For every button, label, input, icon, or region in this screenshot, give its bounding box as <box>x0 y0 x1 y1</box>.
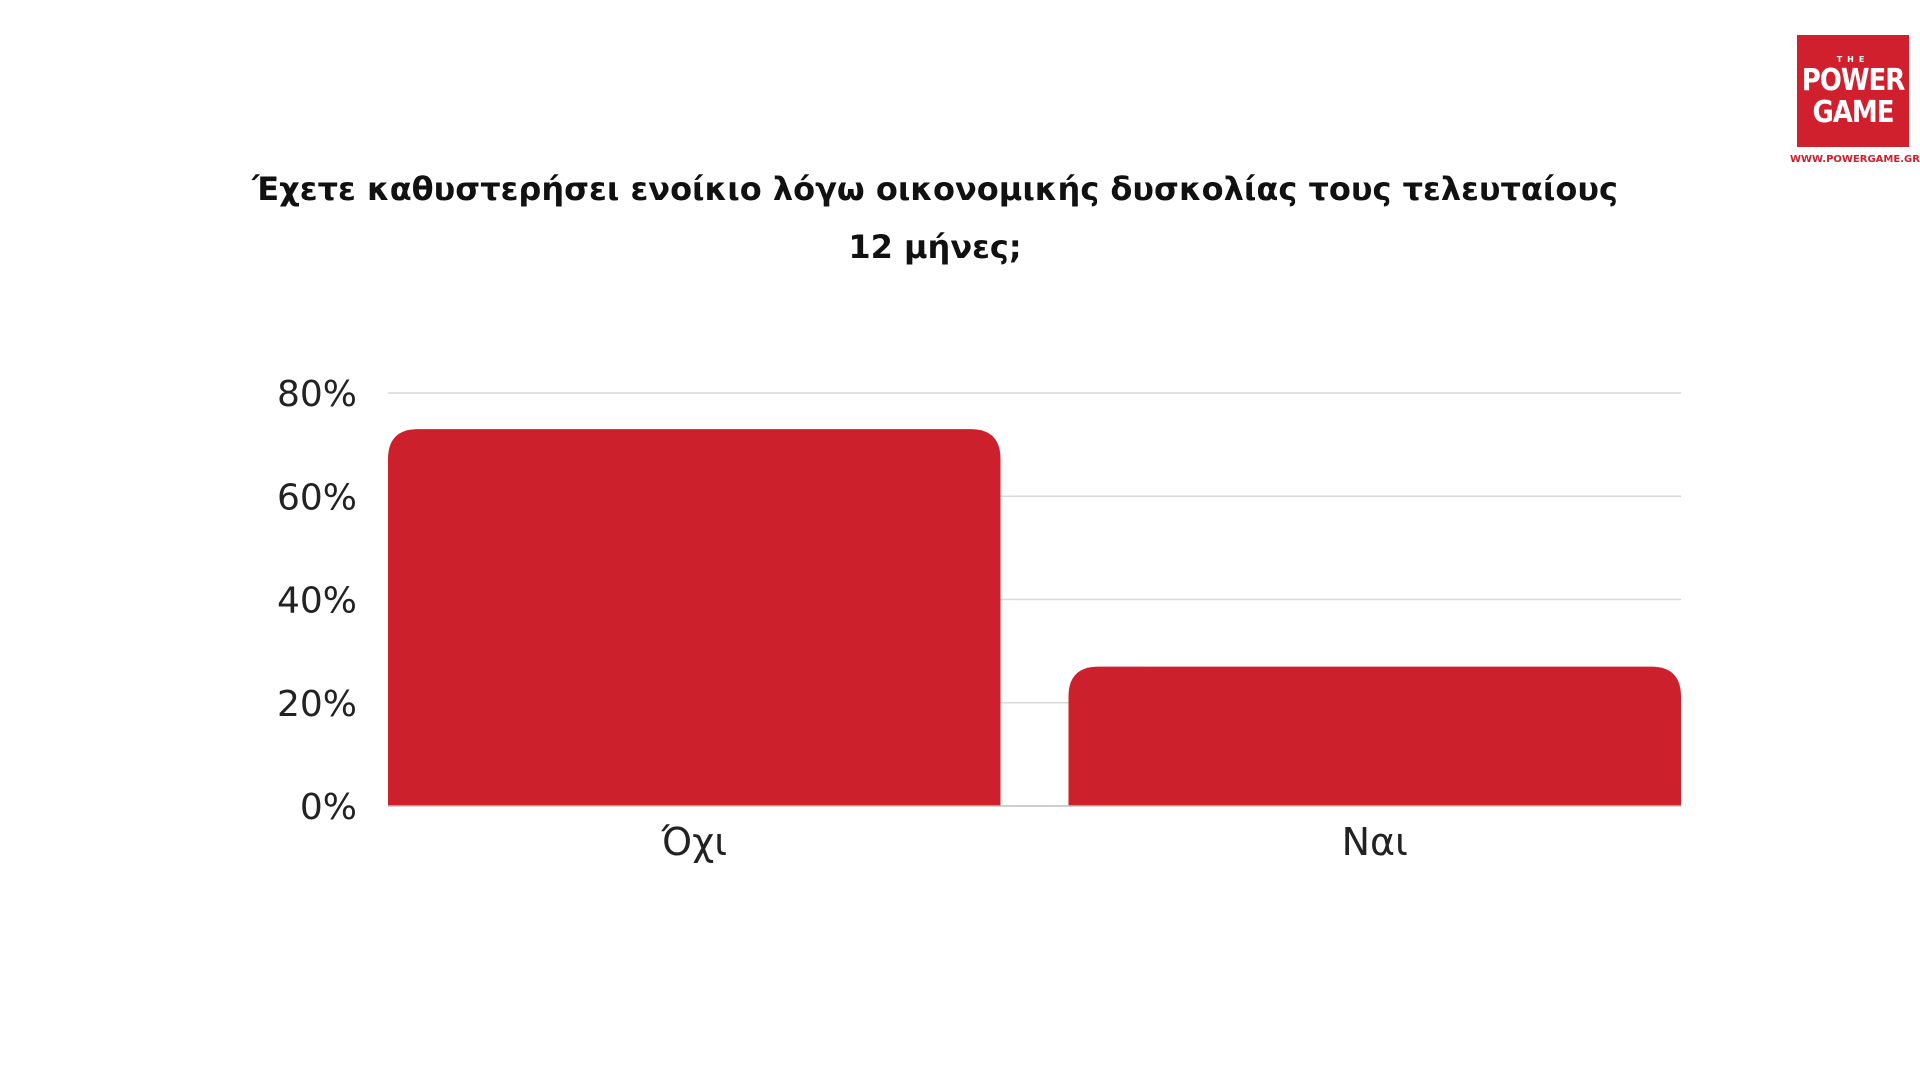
y-tick-label-60: 60% <box>277 477 357 518</box>
y-tick-label-40: 40% <box>277 581 357 622</box>
x-category-label-1: Όχι <box>660 820 727 864</box>
bar-2 <box>1068 666 1681 806</box>
logo-game-text: GAME <box>1812 95 1894 131</box>
bar-1 <box>388 429 1001 806</box>
labels: 0% 20% 40% 60% 80% Όχι Ναι <box>277 374 1408 864</box>
x-category-label-2: Ναι <box>1342 820 1408 864</box>
logo-url: WWW.POWERGAME.GR <box>1790 154 1920 165</box>
chart-title-line-2: 12 μήνες; <box>848 228 1022 266</box>
y-tick-label-80: 80% <box>277 374 357 415</box>
bars <box>388 429 1681 806</box>
y-tick-label-0: 0% <box>300 787 357 828</box>
chart-title: Έχετε καθυστερήσει ενοίκιο λόγω οικονομι… <box>200 160 1670 276</box>
power-game-logo: THE POWER GAME <box>1797 35 1909 147</box>
logo-power-text: POWER <box>1801 63 1906 99</box>
chart-title-line-1: Έχετε καθυστερήσει ενοίκιο λόγω οικονομι… <box>252 170 1618 208</box>
logo-the-text: THE <box>1836 55 1870 64</box>
y-tick-label-20: 20% <box>277 684 357 725</box>
